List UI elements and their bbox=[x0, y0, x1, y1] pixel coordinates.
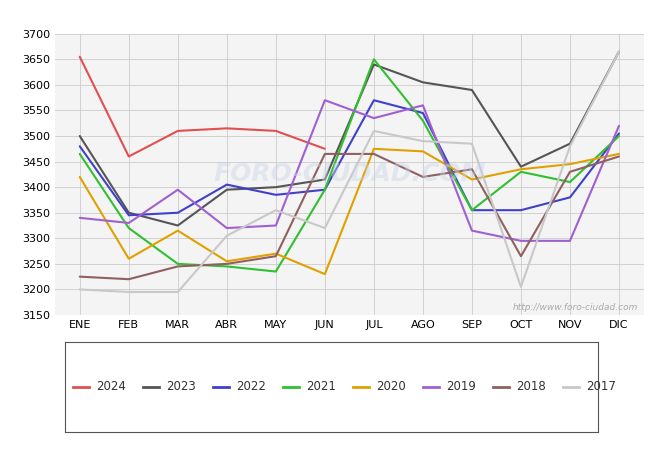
Text: 2024: 2024 bbox=[96, 381, 126, 393]
Text: http://www.foro-ciudad.com: http://www.foro-ciudad.com bbox=[512, 303, 638, 312]
Text: 2017: 2017 bbox=[586, 381, 616, 393]
Text: FORO-CIUDAD.COM: FORO-CIUDAD.COM bbox=[213, 162, 486, 186]
Text: 2019: 2019 bbox=[446, 381, 476, 393]
Text: 2022: 2022 bbox=[236, 381, 266, 393]
Text: Afiliados en Llerena a 31/5/2024: Afiliados en Llerena a 31/5/2024 bbox=[190, 5, 460, 23]
Text: 2020: 2020 bbox=[376, 381, 406, 393]
Text: 2023: 2023 bbox=[166, 381, 196, 393]
Text: 2021: 2021 bbox=[306, 381, 336, 393]
Text: 2018: 2018 bbox=[516, 381, 546, 393]
